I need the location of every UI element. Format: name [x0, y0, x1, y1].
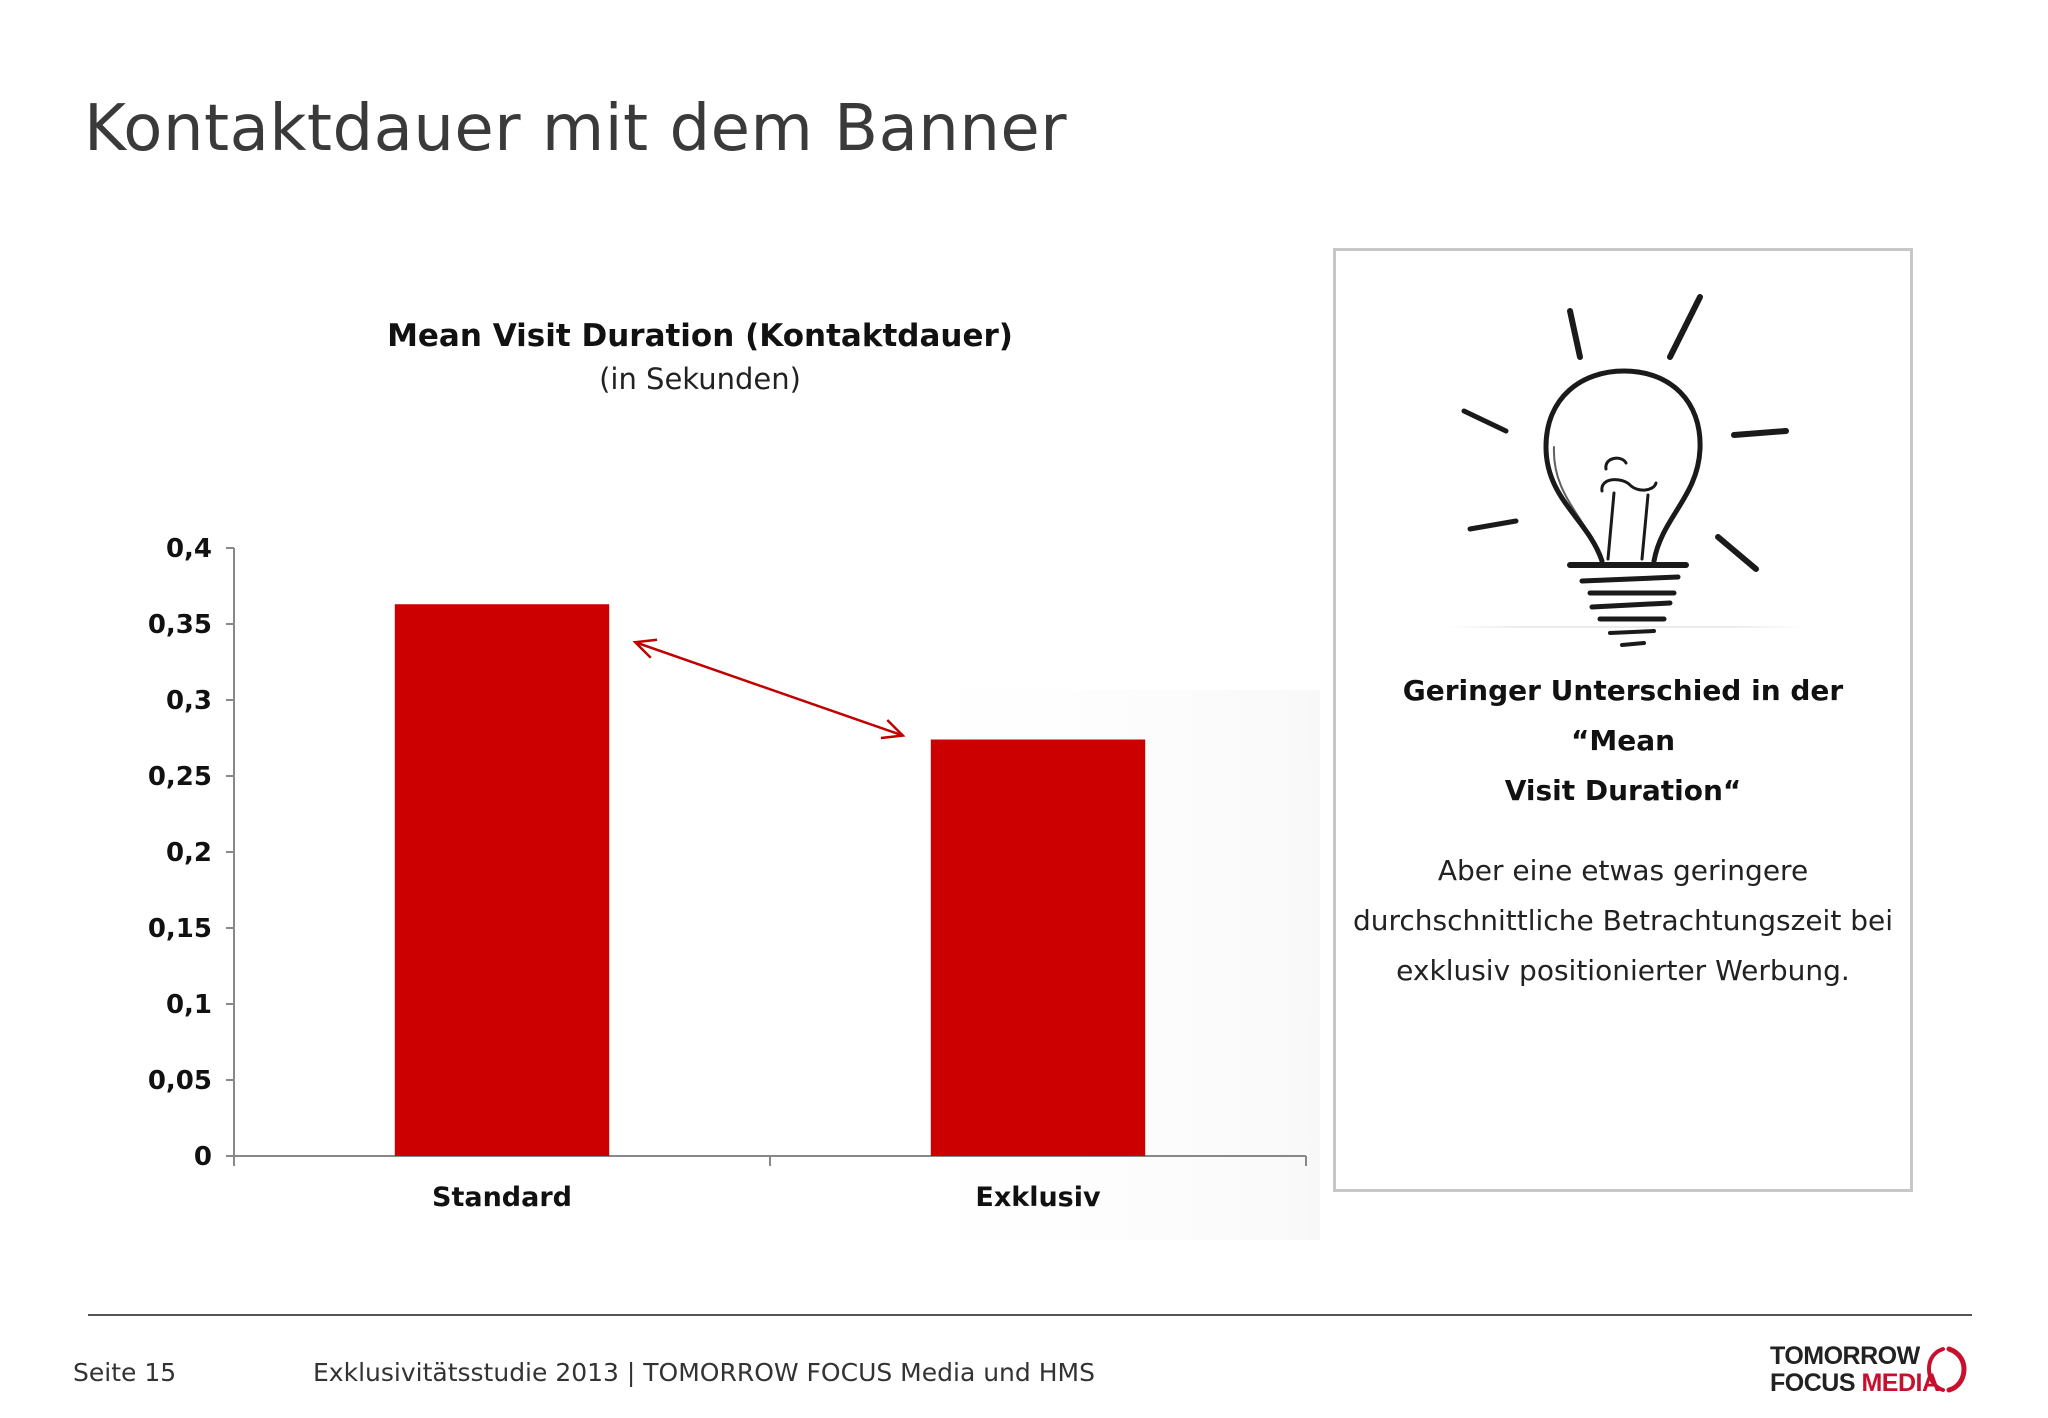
logo-text-focus: FOCUS — [1770, 1369, 1856, 1397]
comparison-arrow — [634, 641, 904, 737]
y-tick-label: 0,4 — [166, 534, 212, 564]
y-tick-label: 0,15 — [148, 914, 212, 944]
info-headline: Geringer Unterschied in der “Mean Visit … — [1350, 666, 1896, 816]
page-title: Kontaktdauer mit dem Banner — [84, 92, 1068, 166]
bar-standard — [394, 604, 610, 1156]
y-tick-label: 0,1 — [166, 990, 212, 1020]
info-body-line: Aber eine etwas geringere — [1437, 854, 1809, 887]
y-tick-label: 0 — [194, 1142, 212, 1172]
info-headline-line: Visit Duration“ — [1504, 774, 1742, 807]
light-bulb-icon — [1461, 294, 1789, 647]
y-tick-label: 0,05 — [148, 1066, 212, 1096]
info-headline-line: Geringer Unterschied in der “Mean — [1402, 674, 1844, 757]
footer-text: Exklusivitätsstudie 2013 | TOMORROW FOCU… — [313, 1358, 1095, 1387]
logo-text-line2: FOCUS MEDIA — [1770, 1369, 1940, 1398]
info-box: Geringer Unterschied in der “Mean Visit … — [1333, 248, 1913, 1192]
info-body-line: exklusiv positionierter Werbung. — [1396, 954, 1850, 987]
arrow-head-right — [880, 719, 906, 740]
chart-subtitle: (in Sekunden) — [599, 362, 801, 396]
info-body: Aber eine etwas geringere durchschnittli… — [1350, 846, 1896, 996]
logo-text-media: MEDIA — [1861, 1369, 1940, 1397]
logo-mark-icon — [1927, 1346, 1967, 1393]
bar-chart: 0 0,05 0,1 0,15 0,2 0,25 0,3 0,35 0,4 Standard Exk… — [148, 534, 1320, 1240]
y-tick-label: 0,25 — [148, 762, 212, 792]
company-logo: TOMORROW FOCUS MEDIA — [1770, 1342, 1980, 1397]
arrow-head-left — [632, 638, 658, 659]
icon-divider — [1446, 626, 1806, 628]
page-number: Seite 15 — [73, 1358, 177, 1387]
bar-exklusiv — [930, 739, 1146, 1156]
x-tick-label: Exklusiv — [975, 1182, 1101, 1213]
logo-text-line1: TOMORROW — [1770, 1342, 1920, 1370]
y-tick-label: 0,2 — [166, 838, 212, 868]
chart-title: Mean Visit Duration (Kontaktdauer) — [387, 318, 1013, 354]
y-tick-label: 0,3 — [166, 686, 212, 716]
footer-divider — [88, 1314, 1972, 1316]
x-tick-label: Standard — [432, 1182, 572, 1213]
y-tick-label: 0,35 — [148, 610, 212, 640]
info-body-line: durchschnittliche Betrachtungszeit bei — [1352, 904, 1893, 937]
